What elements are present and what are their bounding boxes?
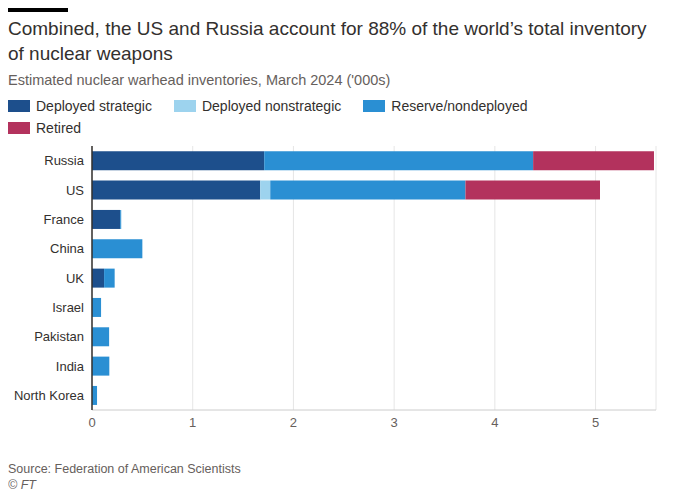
svg-text:US: US — [66, 183, 84, 198]
html-text:Combined, the US and Russia ac: Combined, the US and Russia account for … — [8, 18, 647, 64]
svg-text:India: India — [56, 359, 85, 374]
html-text:© FT: © FT — [8, 478, 36, 492]
html-text:Retired: Retired — [36, 120, 82, 136]
svg-text:3: 3 — [391, 415, 398, 430]
svg-text:China: China — [50, 241, 85, 256]
html-text:Deployed strategic: Deployed strategic — [36, 98, 152, 114]
html-text:Estimated nuclear warhead inve: Estimated nuclear warhead inventories, M… — [8, 72, 391, 88]
svg-text:Russia: Russia — [44, 153, 85, 168]
svg-text:2: 2 — [290, 415, 297, 430]
html-text:Source: Federation of American: Source: Federation of American Scientist… — [8, 462, 241, 476]
svg-text:1: 1 — [189, 415, 196, 430]
html-text:Reserve/nondeployed: Reserve/nondeployed — [391, 98, 528, 114]
svg-text:North Korea: North Korea — [14, 388, 85, 403]
svg-text:UK: UK — [66, 271, 84, 286]
svg-text:4: 4 — [491, 415, 498, 430]
svg-text:Israel: Israel — [52, 300, 84, 315]
html-text:Deployed nonstrategic: Deployed nonstrategic — [202, 98, 342, 114]
svg-text:Pakistan: Pakistan — [34, 329, 84, 344]
svg-text:0: 0 — [88, 415, 95, 430]
svg-text:5: 5 — [592, 415, 599, 430]
svg-text:France: France — [44, 212, 84, 227]
